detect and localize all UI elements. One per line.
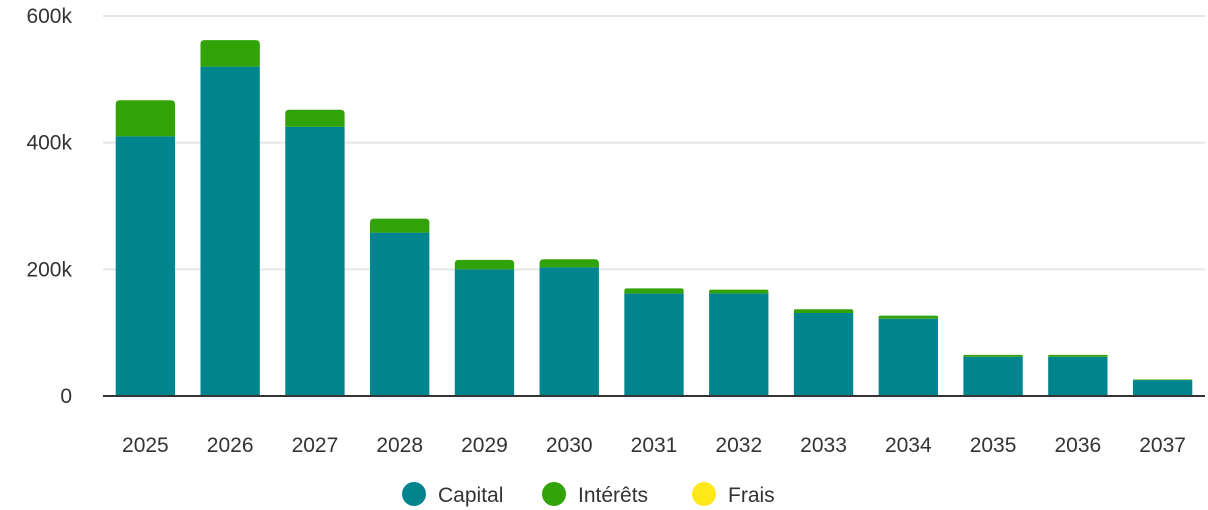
bar-2037-capital[interactable]: [1132, 380, 1193, 396]
bar-2032-intérêts[interactable]: [709, 289, 769, 294]
bar-2025-capital[interactable]: [115, 136, 176, 397]
legend-swatch: [692, 482, 716, 506]
x-tick-label: 2030: [546, 434, 593, 457]
legend-label: Frais: [728, 484, 775, 507]
x-tick-label: 2036: [1054, 434, 1101, 457]
bar-2026-capital[interactable]: [200, 66, 260, 397]
legend-label: Intérêts: [578, 484, 648, 507]
bar-2028-intérêts[interactable]: [370, 218, 430, 233]
x-tick-label: 2029: [461, 434, 508, 457]
bar-2036-intérêts[interactable]: [1048, 354, 1108, 357]
bar-2028-capital[interactable]: [370, 232, 430, 396]
bar-2029-capital[interactable]: [454, 269, 515, 396]
x-tick-label: 2027: [292, 434, 339, 457]
legend-item-capital[interactable]: Capital: [402, 482, 503, 507]
bar-2030-intérêts[interactable]: [539, 259, 599, 268]
x-tick-label: 2032: [715, 434, 762, 457]
bar-2027-intérêts[interactable]: [285, 109, 345, 127]
y-tick-label: 200k: [26, 258, 72, 281]
bar-2032-capital[interactable]: [709, 293, 769, 396]
y-tick-label: 0: [60, 385, 72, 408]
legend-item-intérêts[interactable]: Intérêts: [542, 482, 648, 507]
x-tick-label: 2031: [631, 434, 678, 457]
bar-2031-capital[interactable]: [624, 293, 684, 396]
bar-2029-intérêts[interactable]: [454, 259, 515, 270]
legend-label: Capital: [438, 484, 503, 507]
x-tick-label: 2026: [207, 434, 254, 457]
legend-item-frais[interactable]: Frais: [692, 482, 775, 507]
bar-2026-intérêts[interactable]: [200, 40, 260, 67]
x-tick-label: 2028: [376, 434, 423, 457]
x-tick-label: 2034: [885, 434, 932, 457]
bar-2027-capital[interactable]: [285, 126, 345, 396]
bar-2034-capital[interactable]: [878, 318, 938, 396]
x-axis: 2025 2026 2027 2028 2029 2030 2031 2032 2033 2034…: [122, 434, 1186, 457]
bar-2035-capital[interactable]: [963, 356, 1023, 396]
bar-2034-intérêts[interactable]: [878, 315, 938, 319]
x-tick-label: 2033: [800, 434, 847, 457]
legend: Capital Intérêts Frais: [402, 482, 775, 507]
bar-2033-capital[interactable]: [793, 313, 854, 396]
bar-2031-intérêts[interactable]: [624, 288, 684, 294]
bar-2030-capital[interactable]: [539, 267, 599, 396]
gridlines: [103, 15, 1205, 271]
bar-2036-capital[interactable]: [1048, 356, 1108, 396]
bar-2037-intérêts[interactable]: [1132, 379, 1193, 381]
y-tick-label: 600k: [26, 5, 72, 28]
bar-2033-intérêts[interactable]: [793, 309, 854, 314]
legend-swatch: [542, 482, 566, 506]
bar-2035-intérêts[interactable]: [963, 354, 1023, 357]
y-axis: 0 200k 400k 600k: [26, 5, 72, 408]
bars: [115, 40, 1193, 397]
x-tick-label: 2037: [1139, 434, 1186, 457]
bar-2025-intérêts[interactable]: [115, 100, 176, 137]
legend-swatch: [402, 482, 426, 506]
x-tick-label: 2025: [122, 434, 169, 457]
y-tick-label: 400k: [26, 132, 72, 155]
x-tick-label: 2035: [970, 434, 1017, 457]
